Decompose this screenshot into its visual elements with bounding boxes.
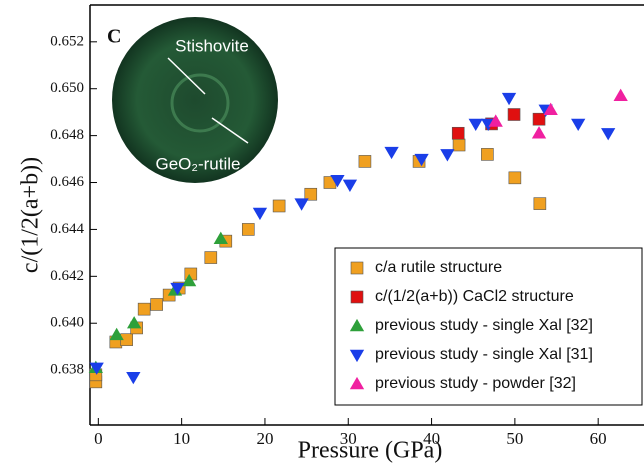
legend-label: previous study - single Xal [32]: [375, 317, 593, 334]
marker: [501, 92, 517, 106]
legend-marker: [349, 349, 365, 363]
marker: [294, 198, 309, 211]
marker: [613, 88, 628, 101]
marker: [440, 149, 455, 162]
sample-ring: [170, 73, 230, 133]
marker: [252, 207, 268, 221]
marker: [213, 231, 228, 245]
marker: [342, 179, 358, 193]
marker: [488, 114, 503, 127]
y-axis-label: c/(1/2(a+b)): [18, 157, 44, 273]
y-tick-label: 0.644: [50, 221, 84, 237]
legend-label: c/(1/2(a+b)) CaCl2 structure: [375, 288, 574, 305]
annotation: GeO₂-rutile: [155, 154, 240, 173]
marker: [150, 298, 163, 311]
marker: [571, 118, 586, 132]
y-tick-label: 0.650: [50, 80, 84, 96]
x-tick-label: 10: [173, 429, 190, 448]
marker: [543, 102, 558, 116]
marker: [170, 282, 185, 296]
marker: [330, 174, 345, 188]
x-tick-label: 30: [340, 429, 357, 448]
marker: [89, 362, 104, 375]
y-tick-label: 0.652: [50, 33, 84, 49]
x-tick-label: 0: [94, 429, 103, 448]
marker: [109, 327, 124, 341]
marker: [181, 273, 197, 287]
marker: [358, 155, 372, 168]
x-axis-label: Pressure (GPa): [298, 438, 443, 464]
legend-label: previous study - single Xal [31]: [375, 346, 593, 363]
marker: [241, 223, 255, 236]
y-tick-label: 0.642: [50, 268, 84, 284]
marker: [452, 138, 466, 152]
marker: [481, 148, 494, 161]
marker: [532, 112, 546, 126]
y-tick-label: 0.638: [50, 362, 84, 378]
y-tick-label: 0.646: [50, 174, 84, 190]
marker: [384, 146, 399, 160]
legend-marker: [349, 376, 365, 390]
legend-label: previous study - powder [32]: [375, 375, 576, 392]
marker: [126, 371, 141, 385]
marker: [414, 153, 429, 167]
panel-label: C: [107, 26, 121, 48]
marker: [468, 118, 483, 132]
marker: [508, 171, 522, 185]
inset-photo: Stishovite GeO₂-rutile: [112, 17, 278, 183]
legend-box: [334, 247, 643, 406]
pointer: [167, 57, 206, 95]
y-tick-label: 0.648: [50, 127, 84, 143]
marker: [204, 251, 218, 264]
pointer: [211, 117, 249, 144]
x-tick-label: 60: [590, 429, 607, 448]
marker: [507, 108, 521, 121]
legend-marker: [350, 290, 364, 304]
legend-marker: [350, 261, 364, 275]
marker: [451, 126, 465, 140]
legend-marker: [349, 318, 365, 332]
x-tick-label: 20: [256, 429, 273, 448]
legend-label: c/a rutile structure: [375, 259, 502, 276]
marker: [601, 128, 616, 141]
sample-disc: [112, 17, 278, 183]
annotation: Stishovite: [175, 36, 249, 55]
marker: [127, 316, 142, 329]
marker: [533, 197, 547, 210]
y-tick-label: 0.640: [50, 315, 84, 331]
marker: [272, 199, 286, 213]
marker: [304, 187, 318, 201]
x-tick-label: 50: [506, 429, 523, 448]
x-tick-label: 40: [423, 429, 440, 448]
marker: [137, 302, 151, 316]
marker: [531, 126, 547, 139]
